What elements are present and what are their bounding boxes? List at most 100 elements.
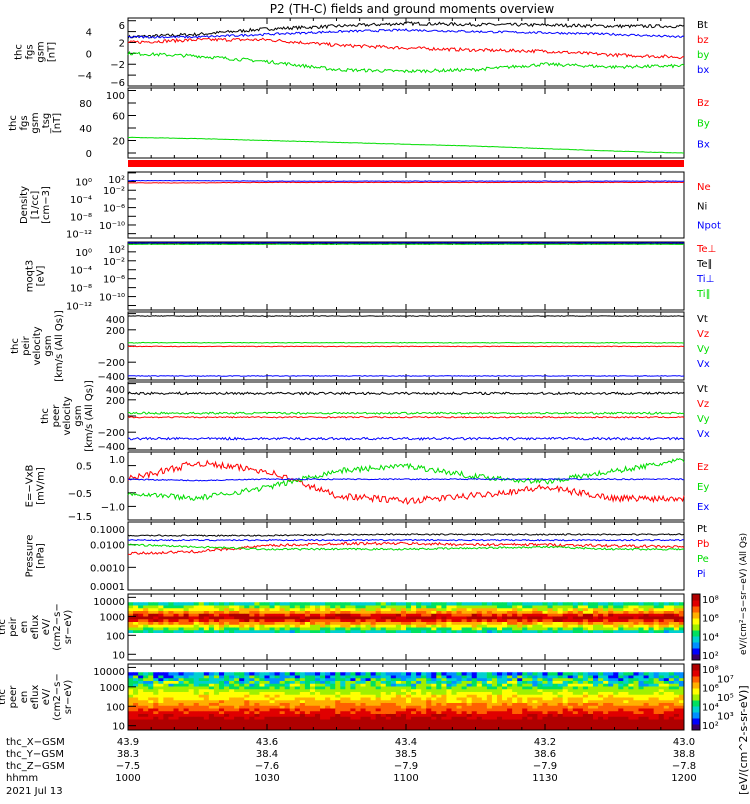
y-axis-label: thc bbox=[40, 408, 51, 424]
spectrogram-cell bbox=[401, 602, 407, 605]
spectrogram-cell bbox=[184, 602, 190, 605]
y-tick-label: 1.0 bbox=[109, 455, 125, 466]
spectrogram-cell bbox=[406, 602, 412, 605]
spectrogram-cell bbox=[133, 602, 139, 605]
spectrogram-cell bbox=[674, 672, 680, 675]
spectrogram-cell bbox=[249, 672, 255, 675]
spectrogram-cell bbox=[436, 602, 442, 605]
spectrogram-cell bbox=[482, 672, 488, 675]
colorbar-segment bbox=[692, 642, 700, 649]
legend-Vt: Vt bbox=[697, 314, 708, 325]
y-axis-label: [cm−3] bbox=[41, 186, 52, 224]
spectrogram-cell bbox=[633, 602, 639, 605]
y-tick-label: 100 bbox=[106, 631, 125, 642]
x-axis-value: −7.5 bbox=[116, 761, 140, 772]
spectrogram-cell bbox=[416, 602, 422, 605]
colorbar-segment bbox=[692, 606, 700, 613]
colorbar-segment bbox=[692, 618, 700, 625]
colorbar-segment bbox=[692, 630, 700, 637]
spectrogram-cell bbox=[386, 602, 392, 605]
x-axis-row-label: thc_X−GSM bbox=[6, 737, 65, 748]
spectrogram-cell bbox=[558, 602, 564, 605]
series-Vz bbox=[128, 346, 684, 347]
series-Vy bbox=[128, 412, 684, 414]
spectrogram-cell bbox=[426, 602, 432, 605]
x-axis-value: −7.9 bbox=[394, 761, 418, 772]
y-tick-label: 0.0001 bbox=[90, 582, 125, 593]
legend-Vx: Vx bbox=[697, 359, 710, 370]
spectrogram-cell bbox=[366, 672, 372, 675]
y-tick-label: 0.1000 bbox=[90, 525, 125, 536]
y-axis-label: thc bbox=[0, 619, 8, 635]
spectrogram-cell bbox=[517, 602, 523, 605]
spectrogram-cell bbox=[553, 672, 559, 675]
panel-frame bbox=[128, 522, 684, 590]
y-tick-label: 10⁻¹⁰ bbox=[99, 293, 125, 304]
spectrogram-cell bbox=[163, 602, 169, 605]
spectrogram-cell bbox=[507, 602, 513, 605]
spectrogram-cell bbox=[633, 672, 639, 675]
colorbar-segment bbox=[692, 712, 700, 719]
y-axis-label: _tsg bbox=[41, 113, 52, 134]
spectrogram-cell bbox=[244, 672, 250, 675]
y-axis-label: [nPa] bbox=[36, 543, 47, 569]
spectrogram-cell bbox=[138, 672, 144, 675]
spectrogram-cell bbox=[502, 672, 508, 675]
legend-Bx: Bx bbox=[697, 139, 710, 150]
spectrogram-cell bbox=[618, 672, 624, 675]
legend-bz: bz bbox=[697, 35, 709, 46]
spectrogram-cell bbox=[310, 672, 316, 675]
spectrogram-cell bbox=[259, 672, 265, 675]
spectrogram-cell bbox=[194, 602, 200, 605]
y-tick-label: −1.0 bbox=[101, 502, 125, 513]
spectrogram-cell bbox=[295, 672, 301, 675]
series-bz bbox=[128, 38, 684, 58]
spectrogram-cell bbox=[578, 602, 584, 605]
x-axis-value: 43.6 bbox=[256, 737, 278, 748]
x-axis-value: 1100 bbox=[393, 773, 418, 784]
y-tick-label: 10000 bbox=[93, 597, 125, 608]
panel-frame bbox=[128, 172, 684, 238]
spectrogram-cell bbox=[426, 672, 432, 675]
spectrogram-cell bbox=[158, 672, 164, 675]
spectrogram-cell bbox=[593, 672, 599, 675]
x-axis-row-label: thc_Y−GSM bbox=[6, 749, 64, 760]
spectrogram-cell bbox=[654, 602, 660, 605]
legend-Pe: Pe bbox=[697, 554, 709, 565]
spectrogram-cell bbox=[664, 602, 670, 605]
spectrogram-cell bbox=[451, 602, 457, 605]
spectrogram-cell bbox=[608, 672, 614, 675]
spectrogram-cell bbox=[305, 602, 311, 605]
spectrogram-cell bbox=[264, 672, 270, 675]
spectrogram-cell bbox=[451, 672, 457, 675]
series-Vz bbox=[128, 417, 684, 418]
spectrogram-cell bbox=[350, 602, 356, 605]
spectrogram-cell bbox=[204, 672, 210, 675]
colorbar-segment bbox=[692, 648, 700, 655]
y-axis-label: en bbox=[19, 691, 30, 704]
spectrogram-cell bbox=[411, 602, 417, 605]
colorbar-segment bbox=[692, 688, 700, 695]
x-axis-value: −7.8 bbox=[672, 761, 696, 772]
spectrogram-cell bbox=[239, 672, 245, 675]
spectrogram-cell bbox=[492, 602, 498, 605]
x-axis-value: 43.9 bbox=[117, 737, 139, 748]
spectrogram-cell bbox=[285, 602, 291, 605]
series-Ex bbox=[128, 479, 684, 481]
spectrogram-cell bbox=[234, 672, 240, 675]
spectrogram-cell bbox=[320, 672, 326, 675]
spectrogram-cell bbox=[628, 602, 634, 605]
spectrogram-cell bbox=[446, 672, 452, 675]
spectrogram-cell bbox=[310, 602, 316, 605]
y-tick-label: 60 bbox=[112, 112, 125, 123]
y-tick-label: 0 bbox=[119, 342, 125, 353]
y-tick-label: 10² bbox=[108, 245, 125, 256]
spectrogram-cell bbox=[381, 672, 387, 675]
spectrogram-cell bbox=[512, 672, 518, 675]
y-axis-label: thc bbox=[10, 338, 21, 354]
spectrogram-cell bbox=[487, 672, 493, 675]
spectrogram-cell bbox=[391, 672, 397, 675]
series-Vx bbox=[128, 438, 684, 440]
y-tick-label: 40 bbox=[79, 124, 92, 135]
